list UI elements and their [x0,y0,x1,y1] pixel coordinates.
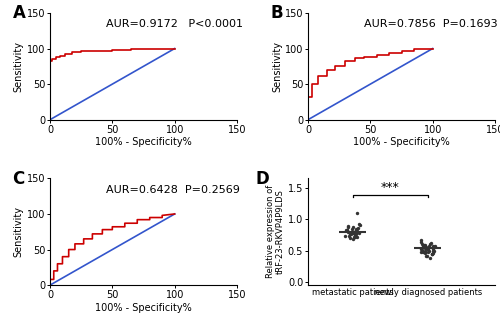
Point [352,231,360,236]
Point [430,245,438,250]
Point [353,230,361,235]
Point [428,244,436,249]
Point [428,252,436,257]
Point [430,249,438,254]
Point [422,253,430,258]
Text: D: D [256,170,270,188]
Point [425,248,433,253]
Point [352,228,360,234]
Point [352,228,360,233]
Point [420,246,428,251]
Point [418,247,426,252]
Point [345,233,353,238]
Point [430,246,438,251]
Point [428,250,436,256]
Point [348,227,356,232]
Point [342,228,349,233]
Point [421,248,429,253]
Point [420,242,428,248]
Point [428,251,436,256]
Point [343,227,351,232]
Y-axis label: Sensitivity: Sensitivity [14,41,24,92]
Text: C: C [12,170,25,188]
Point [426,242,434,247]
Point [428,240,436,246]
Point [342,234,349,239]
Point [342,227,350,232]
Point [417,246,425,251]
Text: ***: *** [381,181,400,194]
Point [352,227,360,232]
Text: AUR=0.7856  P=0.1693: AUR=0.7856 P=0.1693 [364,19,498,29]
Point [355,230,363,236]
Point [351,232,359,237]
Point [418,249,426,254]
Point [349,225,357,230]
Point [349,237,357,242]
Point [422,246,430,251]
Point [348,230,356,235]
Point [418,248,426,253]
Point [350,235,358,240]
Point [346,231,354,236]
Point [418,240,426,245]
Point [344,224,351,229]
Point [419,243,427,248]
Point [428,252,436,257]
Point [431,244,439,249]
Point [355,222,363,227]
Point [346,236,354,241]
Point [424,250,432,255]
Point [417,250,425,255]
Point [344,229,352,234]
Y-axis label: Sensitivity: Sensitivity [272,41,282,92]
Text: AUR=0.6428  P=0.2569: AUR=0.6428 P=0.2569 [106,185,240,195]
Point [429,249,437,254]
Point [356,222,364,227]
Point [425,243,433,248]
Point [421,244,429,249]
Y-axis label: Sensitivity: Sensitivity [14,206,24,257]
Point [420,250,428,256]
X-axis label: 100% - Specificity%: 100% - Specificity% [353,137,450,147]
Point [354,226,362,231]
Point [350,233,358,238]
X-axis label: 100% - Specificity%: 100% - Specificity% [95,303,192,313]
Point [352,226,360,231]
Point [422,245,430,250]
Point [426,256,434,261]
Point [347,232,355,237]
Point [422,254,430,259]
Point [354,210,362,215]
Point [350,232,358,237]
Point [349,230,357,235]
Point [421,249,429,254]
Point [423,247,431,252]
Y-axis label: Relative expression of
tRF-23-RKVP4P9LDS: Relative expression of tRF-23-RKVP4P9LDS [266,185,285,278]
Point [421,242,429,248]
Point [349,230,357,236]
Point [424,247,432,252]
Point [353,234,361,239]
Point [417,237,425,242]
Point [422,244,430,249]
Point [351,234,359,239]
Text: B: B [270,5,283,22]
X-axis label: 100% - Specificity%: 100% - Specificity% [95,137,192,147]
Point [344,224,352,229]
Text: A: A [12,5,26,22]
Text: AUR=0.9172   P<0.0001: AUR=0.9172 P<0.0001 [106,19,243,29]
Point [418,241,426,246]
Point [350,229,358,234]
